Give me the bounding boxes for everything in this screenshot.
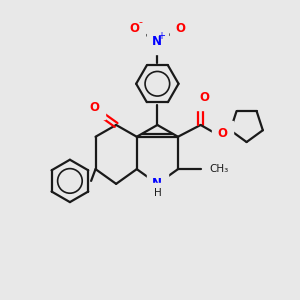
Text: O: O (89, 101, 99, 114)
Text: N: N (152, 177, 162, 190)
Text: H: H (154, 188, 162, 198)
Text: -: - (139, 17, 143, 28)
Text: O: O (176, 22, 186, 35)
Text: O: O (129, 22, 139, 35)
Text: N: N (152, 35, 162, 48)
Text: +: + (157, 31, 165, 41)
Text: CH₃: CH₃ (209, 164, 228, 174)
Text: O: O (199, 92, 209, 104)
Text: O: O (218, 127, 228, 140)
